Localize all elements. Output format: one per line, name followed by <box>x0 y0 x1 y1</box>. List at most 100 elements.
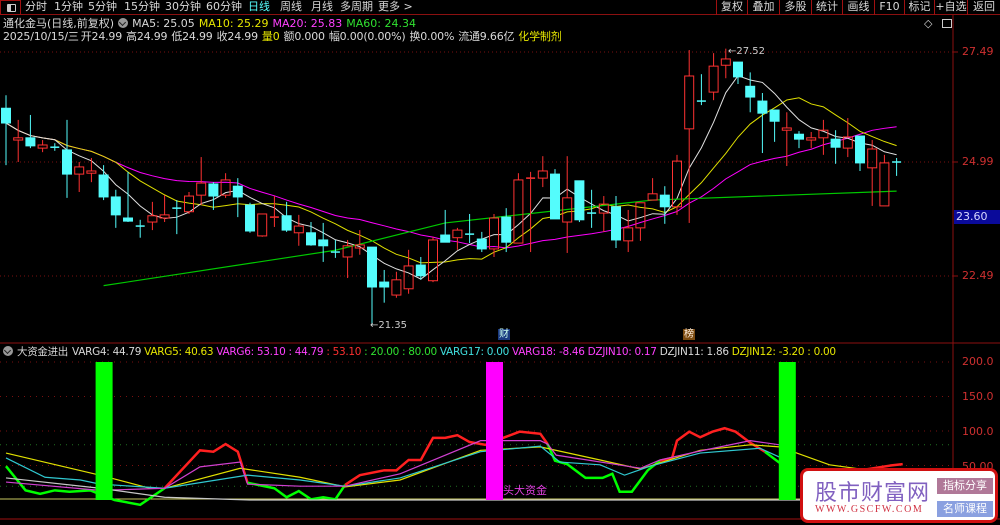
candle-body <box>562 197 573 223</box>
period-tab[interactable]: 1分钟 <box>54 0 83 13</box>
price-tick: 27.49 <box>962 45 994 58</box>
candle-body <box>220 179 231 196</box>
candle-body <box>306 232 316 246</box>
ranking-event-marker[interactable]: 榜 <box>683 329 695 340</box>
quote-low: 低24.99 <box>171 30 213 43</box>
candle-body <box>13 137 24 141</box>
period-tab[interactable]: 30分钟 <box>165 0 201 13</box>
quote-open: 开24.99 <box>80 30 123 43</box>
watermark-tag-share: 指标分享 <box>937 478 993 494</box>
candle-body <box>293 225 304 234</box>
stock-title: 通化金马(日线,前复权) <box>3 17 115 30</box>
indicator-line <box>5 465 166 507</box>
candle-body <box>501 216 512 243</box>
ma60-line <box>103 190 897 287</box>
price-header: 通化金马(日线,前复权) MA5: 25.05 MA10: 25.29 MA20: 2… <box>3 18 420 30</box>
candle-body <box>855 135 865 164</box>
candle-body <box>281 215 292 231</box>
sector-link[interactable]: 化学制剂 <box>518 30 562 43</box>
indicator-value: VARG17: 0.00 <box>439 346 509 358</box>
indicator-name[interactable]: 大资金进出 <box>17 346 68 358</box>
candle-body <box>672 160 682 208</box>
finance-event-marker[interactable]: 财 <box>498 329 510 340</box>
toolbar-button[interactable]: 标记 <box>904 0 934 15</box>
toolbar-button[interactable]: 画线 <box>842 0 874 15</box>
current-price-marker: 23.60 <box>954 210 1000 224</box>
quote-volume: 0 <box>272 30 280 43</box>
candle-body <box>867 148 878 169</box>
period-toolbar: 分时 1分钟 5分钟 15分钟 30分钟 60分钟 日线 周线 月线 多周期 更多 > 复权 叠加 多股… <box>0 0 1000 15</box>
toolbar-button[interactable]: F10 <box>874 0 904 15</box>
period-tab[interactable]: 更多 > <box>378 0 413 13</box>
signal-text: 头大资金 <box>503 484 547 497</box>
indicator-line <box>163 442 249 490</box>
period-tab[interactable]: 多周期 <box>340 0 373 13</box>
period-tab[interactable]: 分时 <box>25 0 47 13</box>
quote-close: 收24.99 <box>216 30 258 43</box>
indicator-line <box>5 440 780 491</box>
period-tab[interactable]: 15分钟 <box>124 0 160 13</box>
candle-body <box>98 174 109 198</box>
candle-body <box>708 65 719 93</box>
candle-body <box>391 279 402 296</box>
quote-amount: 额0.000 <box>283 30 325 43</box>
indicator-value: DZJIN10: 0.17 <box>587 346 657 358</box>
candle-body <box>830 138 841 148</box>
candle-body <box>720 58 731 66</box>
candle-body <box>415 264 426 277</box>
candle-body <box>574 180 585 221</box>
toolbar-button[interactable]: 多股 <box>779 0 811 15</box>
indicator-dropdown-icon[interactable] <box>3 346 13 356</box>
candle-body <box>208 183 219 197</box>
indicator-tick: 200.0 <box>962 355 994 368</box>
candle-body <box>818 129 829 139</box>
candle-body <box>842 136 853 149</box>
price-tick: 24.99 <box>962 155 994 168</box>
candle-body <box>367 246 377 288</box>
panel-toggle-icon[interactable] <box>0 0 21 15</box>
candle-body <box>513 179 524 244</box>
period-tab[interactable]: 5分钟 <box>88 0 117 13</box>
diamond-icon[interactable]: ◇ <box>924 17 933 30</box>
indicator-line <box>247 481 347 501</box>
candle-body <box>147 215 158 223</box>
period-tab[interactable]: 周线 <box>280 0 302 13</box>
period-tab[interactable]: 月线 <box>311 0 333 13</box>
toolbar-button[interactable]: 统计 <box>811 0 842 15</box>
ma10-line <box>5 97 897 264</box>
dropdown-circle-icon[interactable] <box>118 18 129 28</box>
candle-body <box>354 244 365 249</box>
candle-body <box>110 196 121 216</box>
high-price-label: ←27.52 <box>728 46 766 57</box>
indicator-value: : 80.00 <box>402 346 437 358</box>
ma20-value: MA20: 25.83 <box>272 17 343 30</box>
candle-body <box>123 217 133 222</box>
candle-body <box>25 137 36 147</box>
layout-toggle-icon[interactable] <box>942 19 952 28</box>
candle-body <box>245 204 255 232</box>
signal-bar <box>95 362 113 500</box>
signal-bar <box>486 362 503 500</box>
candle-body <box>184 195 194 213</box>
candle-body <box>452 229 463 239</box>
toolbar-button[interactable]: 返回 <box>967 0 1000 15</box>
candle-body <box>489 217 499 250</box>
candle-body <box>757 100 768 114</box>
period-tab[interactable]: 日线 <box>248 0 270 13</box>
period-tab[interactable]: 60分钟 <box>206 0 242 13</box>
watermark-tag-course: 名师课程 <box>937 501 993 517</box>
watermark-url: WWW.GSCFW.COM <box>815 504 924 515</box>
candle-body <box>733 61 743 78</box>
candle-body <box>611 206 621 241</box>
indicator-value: VARG18: -8.46 <box>512 346 585 358</box>
toolbar-button[interactable]: +自选 <box>934 0 967 15</box>
candle-body <box>647 193 658 201</box>
toolbar-button[interactable]: 复权 <box>716 0 747 15</box>
candle-body <box>781 127 792 131</box>
toolbar-button[interactable]: 叠加 <box>747 0 779 15</box>
quote-high: 高24.99 <box>126 30 168 43</box>
candle-body <box>598 203 609 214</box>
indicator-value: : 53.10 <box>326 346 362 358</box>
indicator-line <box>764 450 781 464</box>
